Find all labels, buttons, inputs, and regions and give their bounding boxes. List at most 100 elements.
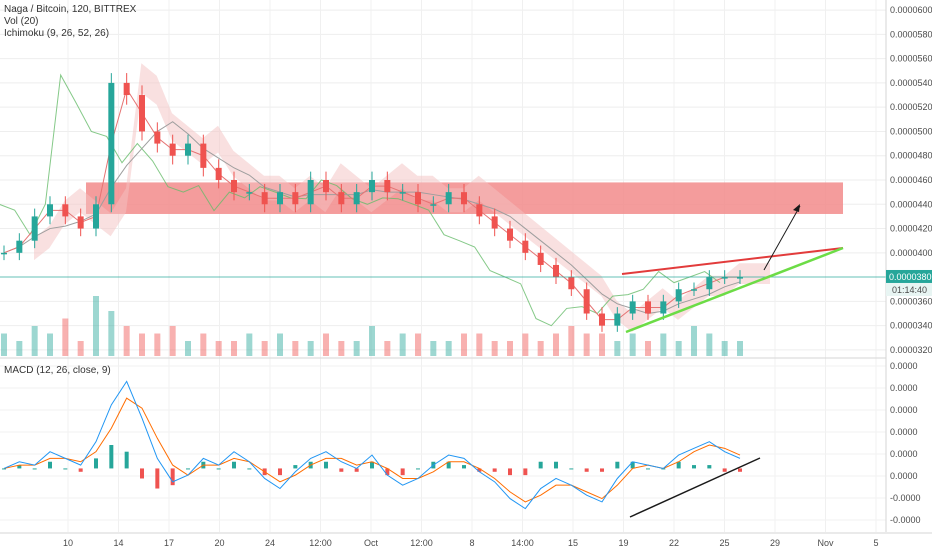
countdown-label: 01:14:40: [892, 285, 927, 295]
volume-bar: [522, 333, 529, 356]
candle-body: [338, 192, 345, 205]
volume-bar: [507, 341, 513, 356]
volume-bar: [445, 341, 452, 356]
candle-body: [62, 204, 69, 217]
time-tick-label: 14: [113, 538, 123, 548]
volume-bar: [691, 326, 697, 356]
candle-body: [645, 301, 651, 314]
candle-body: [139, 95, 145, 132]
candle-body: [430, 204, 437, 206]
triangle-lower-trendline: [625, 246, 844, 334]
candle-body: [31, 216, 38, 241]
macd-histogram-bar: [446, 461, 451, 469]
candle-body: [277, 192, 283, 205]
volume-bar: [246, 333, 253, 356]
macd-histogram-bar: [722, 468, 727, 472]
macd-histogram-bar: [186, 468, 190, 470]
volume-bar: [461, 333, 467, 356]
macd-histogram-bar: [646, 468, 650, 470]
candle-body: [599, 313, 605, 326]
macd-histogram-bar: [584, 468, 589, 472]
macd-histogram-bar: [508, 468, 512, 476]
volume-bar: [185, 341, 191, 356]
time-tick-label: 5: [873, 538, 878, 548]
breakout-arrowhead: [793, 204, 800, 212]
macd-histogram-bar: [630, 461, 635, 469]
candle-body: [614, 313, 621, 326]
volume-bar: [675, 341, 682, 356]
macd-histogram-bar: [293, 465, 298, 469]
candle-body: [399, 192, 406, 194]
macd-tick-label: -0.0000: [890, 493, 921, 503]
candle-body: [369, 180, 375, 193]
ichimoku-legend: Ichimoku (9, 26, 52, 26): [4, 28, 110, 39]
volume-bar: [1, 333, 7, 356]
macd-histogram-bar: [247, 468, 252, 470]
time-tick-label: 24: [265, 538, 275, 548]
volume-bar: [660, 333, 667, 356]
macd-histogram-bar: [63, 468, 68, 470]
volume-bar: [583, 333, 590, 356]
volume-bar: [62, 318, 69, 356]
candle-body: [93, 204, 99, 229]
candle-body: [445, 192, 452, 205]
macd-histogram-bar: [462, 465, 466, 469]
macd-histogram-bar: [32, 468, 37, 470]
candle-body: [660, 301, 667, 314]
volume-bar: [31, 326, 38, 356]
last-price-label: 0.00003801: [889, 272, 932, 282]
time-tick-label: 29: [770, 538, 780, 548]
candle-body: [154, 131, 161, 144]
volume-bar: [108, 311, 115, 356]
macd-histogram-bar: [676, 461, 681, 469]
volume-bar: [614, 341, 621, 356]
candle-body: [507, 228, 513, 241]
volume-bar: [277, 333, 283, 356]
macd-histogram-bar: [48, 461, 52, 469]
volume-bar: [369, 326, 375, 356]
macd-histogram-bar: [78, 468, 83, 472]
macd-histogram-bar: [416, 468, 420, 470]
macd-tick-label: 0.0000: [890, 361, 918, 371]
volume-bar: [599, 333, 605, 356]
time-tick-label: 8: [469, 538, 474, 548]
macd-histogram-bar: [324, 461, 328, 469]
volume-bar: [537, 341, 544, 356]
volume-bar: [261, 341, 268, 356]
candle-body: [675, 289, 682, 302]
time-tick-label: Nov: [817, 538, 834, 548]
macd-histogram-bar: [94, 458, 98, 469]
candle-body: [246, 192, 253, 194]
volume-bar: [399, 333, 406, 356]
time-tick-label: 22: [669, 538, 679, 548]
volume-bar: [568, 326, 575, 356]
last-price-badge: [886, 269, 932, 283]
candle-body: [307, 180, 314, 205]
time-tick-label: 17: [164, 538, 174, 548]
volume-bar: [154, 333, 161, 356]
candle-body: [200, 143, 207, 168]
candle-body: [415, 192, 421, 205]
macd-histogram-bar: [124, 451, 129, 469]
volume-bar: [16, 341, 23, 356]
volume-bar: [737, 341, 743, 356]
macd-histogram-bar: [385, 468, 390, 476]
macd-histogram-bar: [140, 468, 144, 479]
volume-bar: [553, 333, 559, 356]
macd-histogram-bar: [216, 468, 221, 470]
volume-bar: [721, 341, 728, 356]
macd-histogram-bar: [707, 465, 712, 469]
macd-trendline: [629, 457, 761, 518]
time-tick-label: 20: [214, 538, 224, 548]
volume-bar: [430, 341, 437, 356]
macd-histogram-bar: [232, 461, 236, 469]
candle-body: [491, 216, 498, 229]
